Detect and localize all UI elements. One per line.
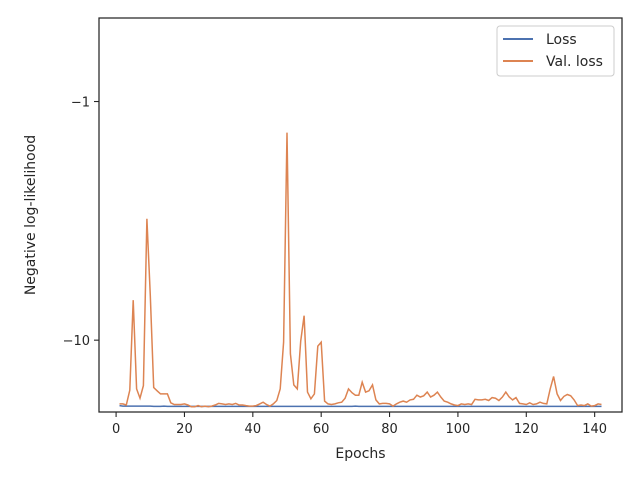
x-axis-label: Epochs	[335, 446, 385, 462]
y-axis-label: Negative log-likelihood	[23, 135, 39, 295]
legend: Loss Val. loss	[496, 25, 615, 77]
x-tick-label: 40	[245, 422, 262, 437]
legend-label-val-loss: Val. loss	[546, 54, 603, 70]
x-tick-label: 20	[176, 422, 193, 437]
x-tick-label: 140	[582, 422, 607, 437]
x-tick-label: 80	[381, 422, 398, 437]
x-tick-label: 100	[446, 422, 471, 437]
y-axis: −1 −10	[63, 96, 99, 349]
plot-area	[119, 132, 602, 408]
x-axis: 0 20 40 60 80 100 120 140	[112, 412, 607, 437]
y-tick-label: −10	[63, 334, 90, 349]
y-tick-label: −1	[71, 96, 90, 111]
x-tick-label: 0	[112, 422, 120, 437]
legend-label-loss: Loss	[546, 32, 577, 48]
x-tick-label: 60	[313, 422, 330, 437]
axes-frame	[98, 17, 623, 413]
series-line-val-loss	[119, 132, 602, 408]
x-tick-label: 120	[514, 422, 539, 437]
